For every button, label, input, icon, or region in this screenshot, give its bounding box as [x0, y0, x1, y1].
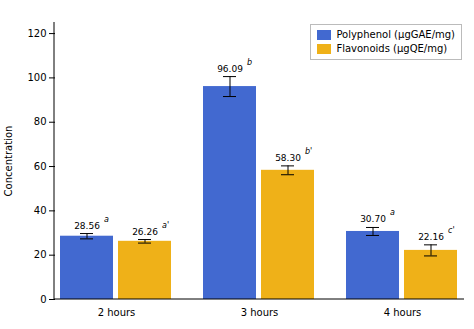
svg-text:c': c' — [448, 226, 455, 235]
svg-text:3 hours: 3 hours — [241, 307, 279, 318]
svg-text:26.26: 26.26 — [132, 227, 158, 237]
svg-text:a: a — [104, 215, 109, 224]
svg-text:60: 60 — [34, 161, 47, 172]
svg-text:20: 20 — [34, 249, 47, 260]
svg-text:b: b — [247, 58, 252, 67]
svg-text:58.30: 58.30 — [275, 153, 301, 163]
html-text:Polyphenol (μgGAE/mg): Polyphenol (μgGAE/mg) — [336, 29, 455, 40]
svg-text:a': a' — [162, 221, 169, 230]
html-text:Flavonoids (μgQE/mg): Flavonoids (μgQE/mg) — [336, 43, 448, 54]
svg-text:Concentration: Concentration — [3, 126, 14, 197]
svg-text:96.09: 96.09 — [217, 64, 243, 74]
svg-text:40: 40 — [34, 205, 47, 216]
svg-text:0: 0 — [40, 294, 46, 305]
svg-text:2 hours: 2 hours — [98, 307, 136, 318]
svg-text:100: 100 — [27, 72, 46, 83]
svg-text:120: 120 — [27, 28, 46, 39]
svg-text:4 hours: 4 hours — [384, 307, 422, 318]
svg-text:30.70: 30.70 — [360, 214, 386, 224]
svg-text:a: a — [390, 208, 395, 217]
svg-text:22.16: 22.16 — [418, 232, 444, 242]
svg-text:80: 80 — [34, 116, 47, 127]
svg-text:28.56: 28.56 — [74, 221, 100, 231]
svg-text:b': b' — [305, 147, 312, 156]
